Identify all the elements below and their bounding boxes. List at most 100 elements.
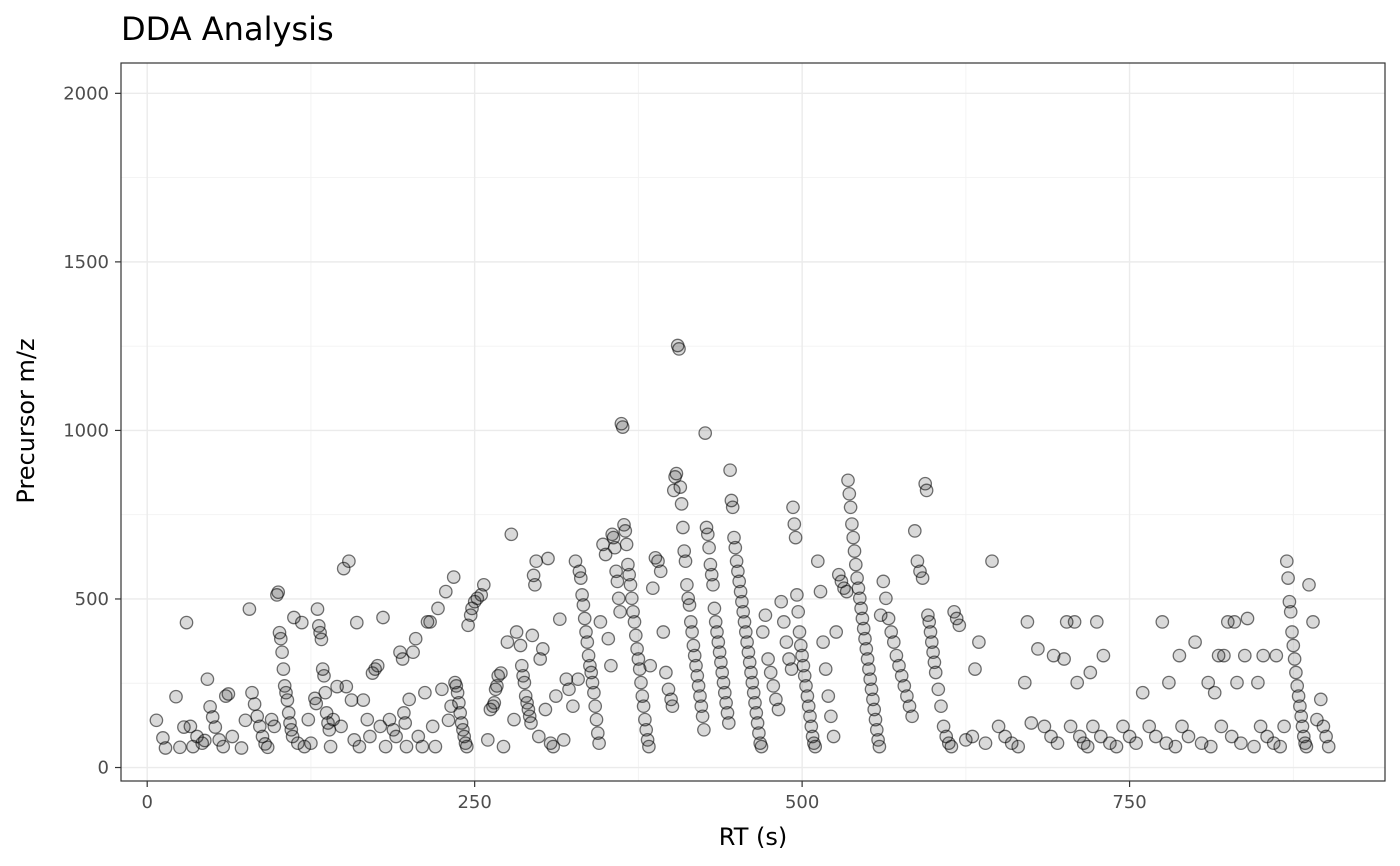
data-point [604,658,618,673]
data-point [731,564,745,579]
data-point [733,584,748,599]
data-point [156,731,170,745]
data-point [847,544,862,558]
data-point [889,648,904,663]
data-point [538,702,553,717]
data-point [336,561,351,576]
data-point [868,712,883,727]
data-point [1017,675,1032,690]
data-point [517,675,532,690]
data-point [934,699,948,714]
data-point [697,722,711,737]
data-point [525,628,540,643]
data-point [936,719,951,734]
data-point [800,689,815,703]
data-point [869,722,884,737]
data-point [687,648,702,663]
data-point [858,631,872,646]
data-point [504,527,519,542]
data-point [740,635,754,649]
data-point [1306,615,1320,629]
data-point [1290,679,1305,693]
data-point [711,635,726,649]
data-point [622,567,637,582]
data-point [513,638,528,653]
data-point [173,740,187,755]
data-point [1247,739,1261,754]
data-point [533,652,548,666]
data-point [792,625,807,639]
data-point [1011,739,1026,754]
data-point [1207,685,1222,700]
data-point [1103,736,1117,751]
data-point [801,699,816,714]
data-point [1188,635,1202,649]
data-point [221,687,236,701]
data-point [680,577,694,592]
data-point [423,615,437,629]
data-point [301,712,316,727]
data-point [1285,625,1299,639]
data-point [842,486,857,501]
data-point [902,699,917,714]
data-point [1295,719,1310,734]
data-point [267,719,282,734]
data-point [575,588,589,602]
data-point [208,720,223,734]
data-point [922,615,937,629]
data-point [862,662,876,676]
data-point [1168,739,1183,754]
data-point [435,682,449,697]
data-point [628,628,643,643]
data-point [271,585,286,600]
data-point [398,716,413,730]
data-point [674,497,689,511]
data-point [774,594,789,609]
data-point [619,537,634,552]
data-point [1020,615,1035,629]
data-point [531,729,546,744]
data-point [408,631,423,646]
data-point [255,729,270,744]
data-point [738,625,753,639]
data-point [509,625,524,639]
data-point [1172,648,1187,663]
data-point [673,480,688,494]
data-point [854,601,868,616]
data-point [745,675,760,690]
data-point [514,658,529,673]
data-point [389,729,403,744]
data-point [752,726,766,740]
data-point [872,739,887,754]
data-point [507,712,521,727]
data-point [618,524,633,538]
data-point [737,615,752,629]
data-point [275,645,289,660]
data-point [690,668,705,683]
data-point [476,577,491,592]
data-point [149,713,164,728]
data-point [714,655,728,670]
data-point [444,699,458,714]
data-point [972,635,986,649]
x-tick-label: 750 [1112,792,1146,813]
data-point [1129,736,1143,751]
data-point [746,685,761,700]
data-point [577,611,592,626]
data-point [881,611,896,626]
data-point [727,530,741,545]
data-point [588,699,603,714]
data-point [1148,729,1163,744]
data-point [639,722,654,737]
data-point [1321,739,1336,754]
data-point [242,602,257,616]
data-point [158,741,173,755]
data-point [782,652,796,666]
data-point [566,699,580,714]
data-point [729,554,744,569]
data-point [1080,739,1095,754]
data-point [790,588,804,602]
data-point [985,554,999,569]
data-point [786,500,800,515]
data-point [686,638,701,653]
